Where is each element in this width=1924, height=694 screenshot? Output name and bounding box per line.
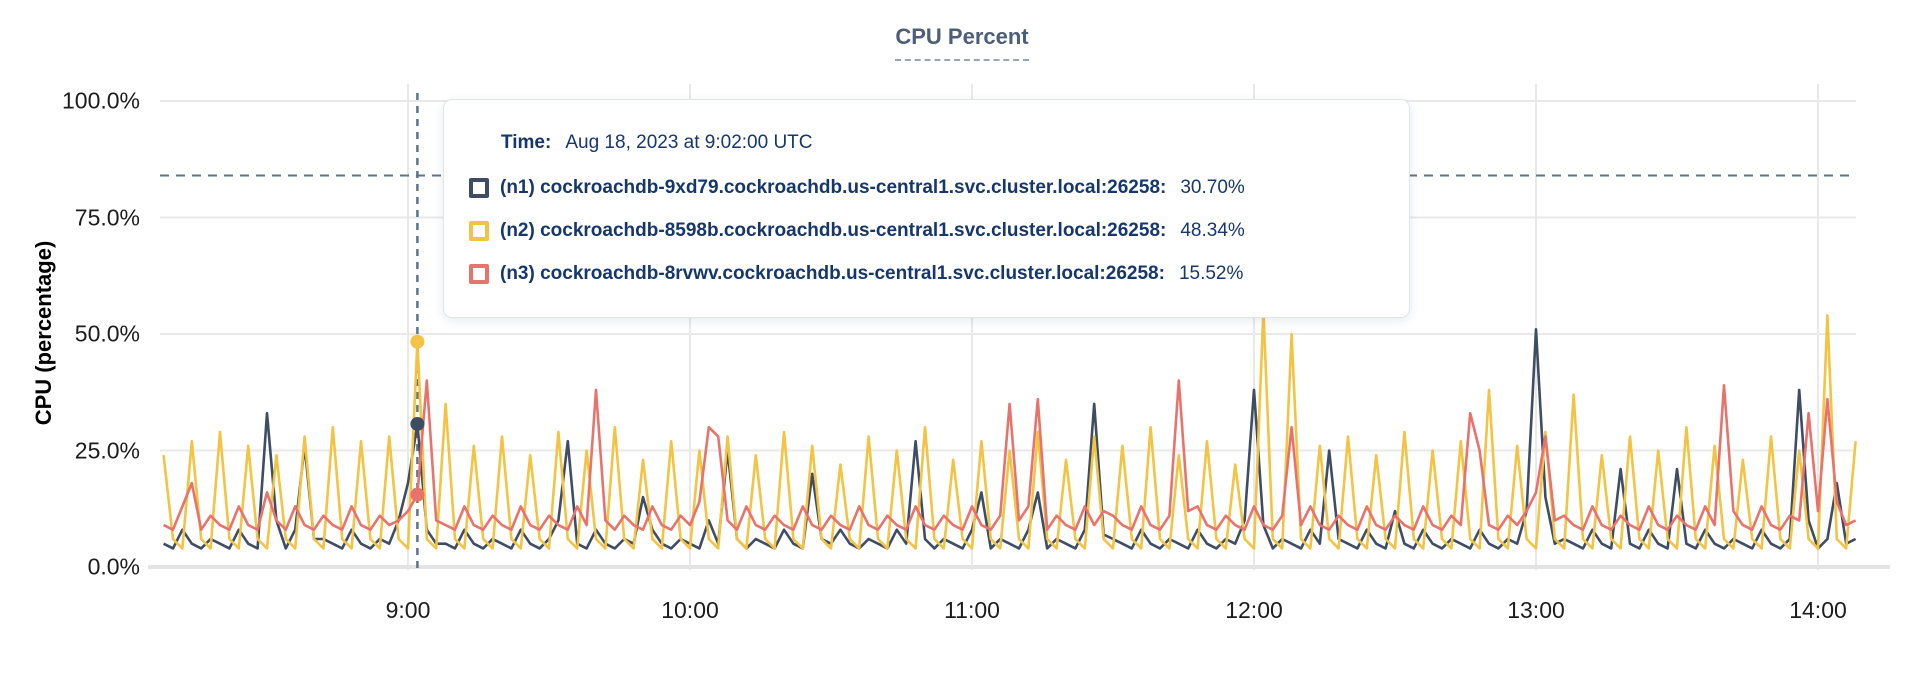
tooltip-series-value: 30.70%: [1180, 177, 1245, 198]
series-swatch-icon: [469, 264, 489, 284]
y-tick-label: 25.0%: [74, 437, 140, 463]
series-swatch-icon: [469, 221, 489, 241]
tooltip-series-value: 48.34%: [1180, 220, 1245, 241]
x-tick-label: 13:00: [1507, 597, 1565, 623]
x-tick-label: 14:00: [1789, 597, 1847, 623]
tooltip-series-label: (n3) cockroachdb-8rvwv.cockroachdb.us-ce…: [500, 263, 1165, 284]
x-tick-label: 11:00: [944, 597, 1000, 623]
tooltip-series-row: (n1) cockroachdb-9xd79.cockroachdb.us-ce…: [469, 175, 1379, 201]
x-tick-label: 10:00: [661, 597, 719, 623]
tooltip-series-label: (n1) cockroachdb-9xd79.cockroachdb.us-ce…: [500, 177, 1167, 198]
hover-dot-n2: [410, 334, 425, 349]
chart-title[interactable]: CPU Percent: [895, 24, 1029, 61]
tooltip-series-row: (n2) cockroachdb-8598b.cockroachdb.us-ce…: [469, 218, 1379, 244]
tooltip-series-value: 15.52%: [1178, 263, 1244, 284]
series-swatch-icon: [469, 178, 489, 198]
tooltip-series-rows: (n1) cockroachdb-9xd79.cockroachdb.us-ce…: [469, 175, 1379, 287]
x-tick-label: 9:00: [385, 597, 431, 623]
tooltip-time-row: Time: Aug 18, 2023 at 9:02:00 UTC: [501, 132, 1379, 154]
y-tick-label: 75.0%: [74, 204, 140, 230]
y-tick-label: 100.0%: [61, 87, 140, 114]
y-tick-label: 50.0%: [74, 320, 140, 347]
tooltip-series-label: (n2) cockroachdb-8598b.cockroachdb.us-ce…: [500, 220, 1167, 241]
series-line-n1: [163, 327, 1857, 550]
hover-tooltip: Time: Aug 18, 2023 at 9:02:00 UTC (n1) co…: [443, 99, 1410, 318]
chart-title-wrap: CPU Percent: [0, 24, 1924, 61]
series-line-n3: [163, 379, 1857, 532]
hover-dot-n1: [410, 416, 425, 431]
hover-dot-n3: [410, 487, 425, 502]
x-tick-label: 12:00: [1225, 597, 1283, 623]
tooltip-series-row: (n3) cockroachdb-8rvwv.cockroachdb.us-ce…: [469, 261, 1379, 287]
series-line-n2: [162, 309, 1857, 550]
tooltip-time-value: Aug 18, 2023 at 9:02:00 UTC: [565, 132, 813, 153]
y-tick-label: 0.0%: [87, 553, 140, 580]
tooltip-time-label: Time:: [501, 132, 552, 153]
